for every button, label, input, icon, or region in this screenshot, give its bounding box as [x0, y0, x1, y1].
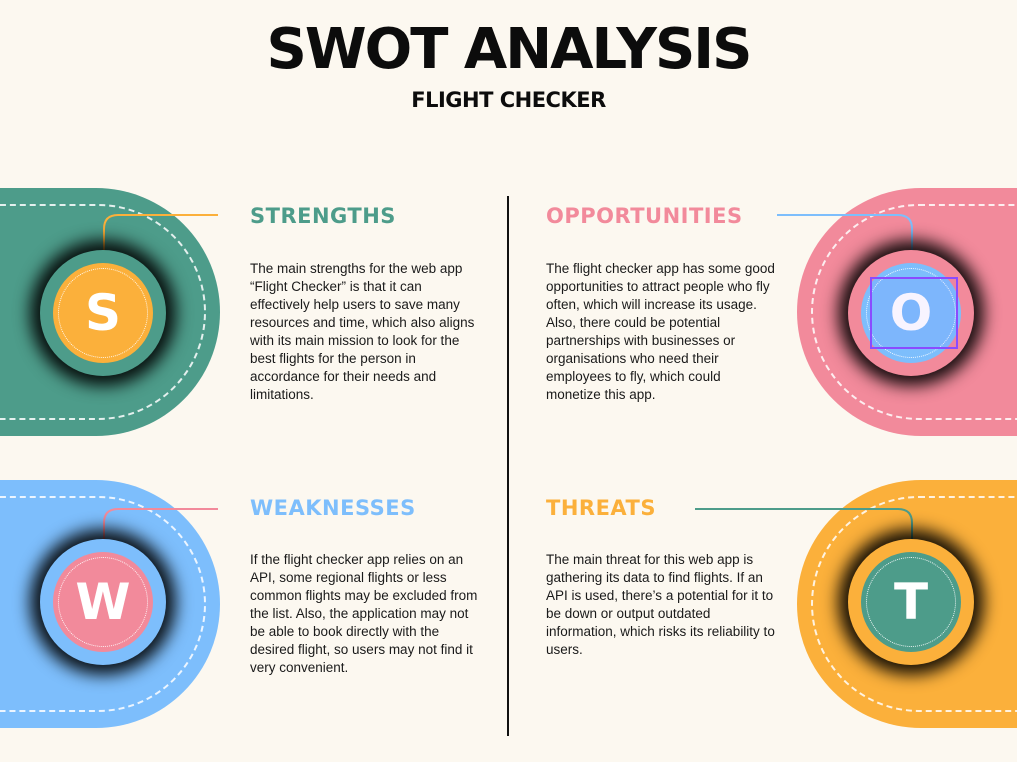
- weaknesses-letter: W: [75, 573, 131, 631]
- weaknesses-badge: W: [40, 539, 166, 665]
- page-subtitle: FLIGHT CHECKER: [411, 88, 606, 112]
- opportunities-badge: O: [848, 250, 974, 376]
- opportunities-text: The flight checker app has some good opp…: [546, 261, 775, 402]
- threats-badge: T: [848, 539, 974, 665]
- strengths-text: The main strengths for the web app “Flig…: [250, 261, 475, 402]
- threats-text: The main threat for this web app is gath…: [546, 552, 775, 657]
- weaknesses-text: If the flight checker app relies on an A…: [250, 552, 478, 675]
- center-divider: [507, 196, 509, 736]
- strengths-badge: S: [40, 250, 166, 376]
- selection-box[interactable]: [870, 277, 958, 349]
- strengths-letter: S: [84, 284, 121, 342]
- page-title: SWOT ANALYSIS: [266, 17, 753, 82]
- threats-heading: THREATS: [546, 496, 656, 520]
- weaknesses-heading: WEAKNESSES: [250, 496, 416, 520]
- strengths-heading: STRENGTHS: [250, 204, 396, 228]
- opportunities-heading: OPPORTUNITIES: [546, 204, 743, 228]
- threats-letter: T: [893, 573, 929, 631]
